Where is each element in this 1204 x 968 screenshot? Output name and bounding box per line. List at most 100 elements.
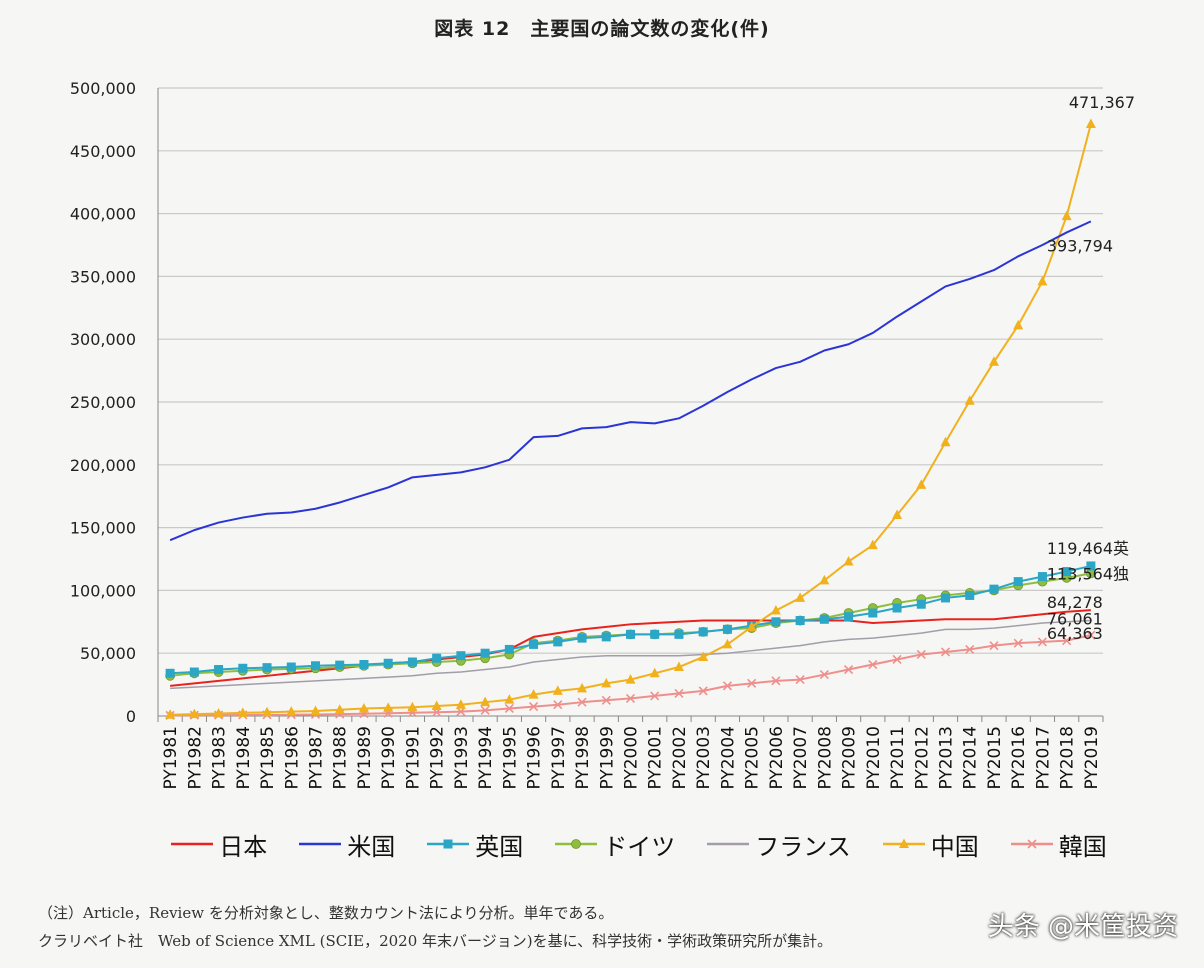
data-point-英国 (286, 662, 296, 672)
data-point-中国 (286, 706, 297, 716)
data-point-英国 (989, 584, 999, 594)
data-point-英国 (868, 608, 878, 618)
legend-label: ドイツ (603, 832, 676, 861)
data-point-韓国 (844, 664, 854, 675)
data-point-韓国 (456, 707, 466, 717)
data-point-中国 (407, 701, 418, 712)
legend-label: フランス (755, 832, 851, 861)
y-tick-label: 500,000 (70, 79, 136, 98)
data-point-x-stroke (1062, 636, 1072, 646)
legend-swatch (299, 842, 342, 846)
data-point-英国 (553, 637, 563, 647)
data-point-韓国 (650, 691, 660, 701)
legend-swatch (1010, 839, 1053, 849)
y-tick-label: 0 (126, 707, 136, 726)
x-tick-label: PY2000 (622, 726, 642, 790)
data-label: 393,794 (1047, 236, 1113, 255)
data-point-韓国 (722, 681, 732, 691)
data-point-韓国 (1013, 638, 1023, 648)
data-point-x-stroke (940, 647, 951, 657)
data-point-中国 (358, 702, 369, 713)
data-point-韓国 (480, 705, 490, 715)
data-point-英国 (456, 651, 466, 661)
x-tick-label: PY1984 (234, 726, 254, 790)
x-tick-label: PY1990 (379, 726, 399, 790)
x-tick-label: PY1999 (597, 726, 617, 790)
legend-label: 中国 (930, 832, 979, 861)
y-tick-label: 450,000 (70, 142, 136, 161)
data-point-中国 (431, 700, 442, 710)
watermark-text: 头条 @米筐投资 (987, 912, 1178, 942)
data-point-英国 (965, 590, 975, 600)
data-point-中国 (1061, 210, 1072, 221)
data-point-中国 (601, 677, 612, 688)
x-tick-label: PY2010 (864, 726, 884, 790)
data-point-英国 (214, 665, 224, 675)
data-point-英国 (238, 663, 248, 673)
legend-swatch (427, 839, 470, 849)
x-tick-label: PY2002 (670, 726, 690, 790)
y-tick-label: 400,000 (70, 205, 136, 224)
data-point-x-stroke (844, 664, 854, 675)
data-point-x-stroke (650, 691, 660, 701)
data-point-中国 (819, 574, 830, 585)
data-label: 113,564独 (1047, 564, 1129, 583)
data-point-韓国 (989, 641, 999, 651)
data-point-中国 (1085, 118, 1096, 128)
data-point-英国 (916, 599, 926, 609)
data-point-英国 (335, 660, 345, 670)
data-point-中国 (1013, 319, 1024, 330)
data-point-中国 (213, 707, 224, 718)
y-tick-label: 50,000 (80, 644, 136, 663)
data-point-英国 (577, 633, 587, 643)
legend-swatch-marker (898, 838, 909, 848)
legend-item-ドイツ: ドイツ (553, 827, 675, 862)
data-point-x-stroke (1037, 637, 1047, 647)
x-tick-label: PY2014 (961, 726, 981, 790)
data-point-韓国 (747, 678, 757, 688)
y-tick-label: 250,000 (70, 393, 136, 412)
data-point-英国 (504, 644, 514, 654)
legend-item-韓国: 韓国 (1009, 827, 1107, 862)
data-point-中国 (940, 436, 951, 447)
data-point-英国 (359, 660, 369, 670)
data-point-中国 (673, 661, 684, 672)
data-point-韓国 (819, 669, 829, 680)
x-tick-label: PY1982 (185, 726, 205, 790)
legend-swatch (171, 842, 214, 846)
legend-swatch-marker (571, 839, 582, 849)
x-tick-label: PY2005 (743, 726, 763, 790)
data-point-中国 (528, 689, 539, 699)
data-point-英国 (407, 657, 417, 667)
data-point-x-stroke (553, 700, 563, 710)
data-point-英国 (165, 668, 175, 678)
data-point-中国 (262, 706, 273, 717)
chart-legend: 日本 米国 英国 ドイツ フランス 中国 韓国 (150, 822, 1150, 866)
x-tick-label: PY2009 (840, 726, 860, 790)
data-point-英国 (626, 629, 635, 639)
series-line-中国 (170, 123, 1092, 716)
data-point-英国 (650, 629, 660, 639)
legend-item-米国: 米国 (297, 827, 395, 862)
x-tick-label: PY2004 (718, 726, 738, 790)
data-point-英国 (529, 639, 539, 649)
x-tick-label: PY1987 (307, 726, 327, 790)
data-point-中国 (165, 709, 176, 719)
data-point-中国 (310, 705, 321, 715)
footnote-methodology: （注）Article，Review を分析対象とし、整数カウント法により分析。単… (38, 904, 614, 922)
legend-label: 日本 (219, 832, 268, 861)
data-point-英国 (674, 629, 684, 639)
data-point-韓国 (1037, 637, 1047, 647)
legend-item-フランス: フランス (705, 827, 851, 862)
data-point-中国 (916, 479, 927, 489)
data-point-英国 (383, 658, 393, 668)
data-point-韓国 (795, 675, 805, 685)
data-point-韓国 (1062, 636, 1072, 646)
legend-swatch (707, 842, 750, 846)
data-point-中国 (455, 699, 466, 709)
y-tick-label: 150,000 (70, 519, 136, 538)
data-point-中国 (189, 708, 200, 719)
data-point-中国 (722, 638, 733, 649)
x-tick-label: PY2003 (694, 726, 714, 790)
data-point-中国 (649, 667, 660, 678)
